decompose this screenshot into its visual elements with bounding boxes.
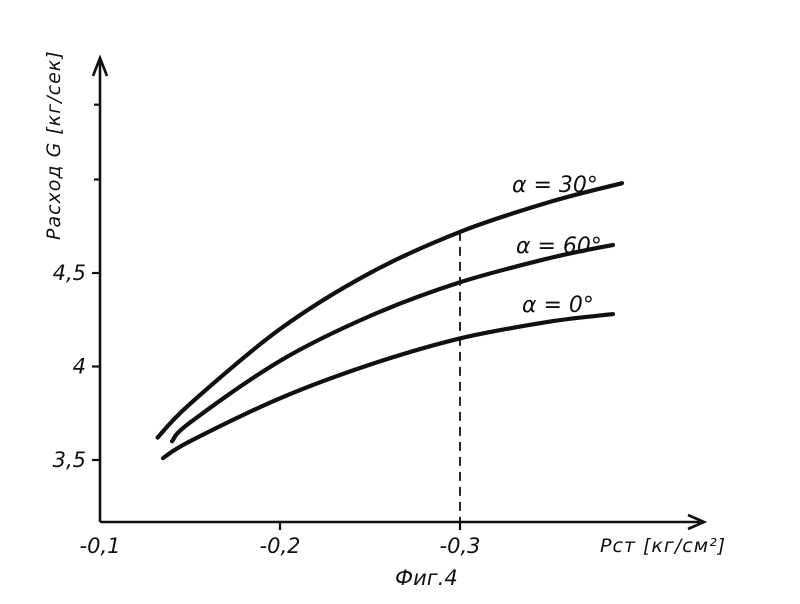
x-tick-label: -0,1 bbox=[80, 534, 121, 558]
curve-series bbox=[163, 314, 613, 458]
figure-caption: Фиг.4 bbox=[395, 566, 458, 590]
curve-series bbox=[172, 245, 613, 441]
series-label: α = 0° bbox=[522, 293, 594, 318]
y-axis-label: Расход G [кг/сек] bbox=[43, 50, 65, 240]
y-tick-label: 4 bbox=[73, 355, 86, 379]
y-tick-label: 3,5 bbox=[53, 448, 86, 472]
x-axis-label: Pст [кг/см²] bbox=[600, 535, 726, 557]
ticks: -0,1 -0,2 -0,3 3,5 4 4,5 bbox=[53, 105, 481, 558]
axes bbox=[93, 58, 704, 529]
series-label: α = 60° bbox=[516, 234, 602, 259]
labels: α = 30° α = 60° α = 0° Расход G [кг/сек] Pст… bbox=[43, 50, 726, 590]
x-tick-label: -0,2 bbox=[260, 534, 301, 558]
x-tick-label: -0,3 bbox=[440, 534, 481, 558]
y-tick-label: 4,5 bbox=[53, 261, 86, 285]
series-label: α = 30° bbox=[512, 173, 598, 198]
